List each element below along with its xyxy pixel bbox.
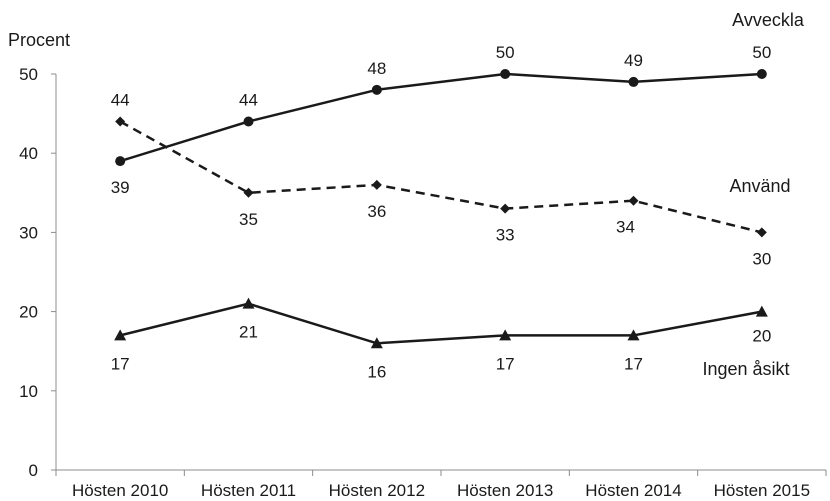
point-marker — [115, 116, 126, 127]
point-marker — [499, 329, 512, 341]
data-label: 49 — [624, 51, 643, 70]
point-marker — [243, 116, 254, 127]
x-tick-label: Hösten 2011 — [201, 481, 296, 500]
point-marker — [371, 179, 382, 190]
axes: Procent 0 10 20 30 40 50 Hösten 2010 Hösten 2011… — [8, 30, 827, 500]
x-tick-label: Hösten 2010 — [72, 481, 168, 500]
data-label: 16 — [367, 362, 386, 381]
data-label: 30 — [752, 249, 771, 268]
data-label: 17 — [496, 354, 515, 373]
y-tick-label: 10 — [19, 382, 38, 401]
data-label: 17 — [111, 354, 130, 373]
point-marker — [371, 84, 382, 95]
point-marker — [756, 227, 767, 238]
point-marker — [500, 69, 511, 79]
x-tick-label: Hösten 2012 — [329, 481, 425, 500]
x-tick-label: Hösten 2013 — [457, 481, 553, 500]
data-label: 33 — [496, 226, 515, 245]
y-tick-label: 0 — [29, 461, 38, 480]
point-marker — [114, 329, 127, 341]
x-tick-label: Hösten 2015 — [714, 481, 810, 500]
point-marker — [115, 156, 126, 167]
point-marker — [370, 337, 383, 349]
point-marker — [243, 187, 254, 198]
y-tick-label: 20 — [19, 303, 38, 322]
point-marker — [627, 329, 640, 341]
data-label: 34 — [616, 218, 635, 237]
series-label-0: Avveckla — [732, 10, 805, 30]
series-label-2: Ingen åsikt — [702, 359, 789, 379]
data-label: 17 — [624, 354, 643, 373]
y-tick-label: 50 — [19, 65, 38, 84]
data-label: 50 — [496, 43, 515, 62]
series-label-1: Använd — [729, 176, 790, 196]
series-line-2 — [119, 302, 763, 345]
point-marker — [756, 69, 767, 79]
point-marker — [755, 305, 768, 317]
data-label: 35 — [239, 210, 258, 229]
point-marker — [628, 195, 639, 206]
y-axis-title: Procent — [8, 30, 70, 50]
data-label: 50 — [752, 43, 771, 62]
x-tick-label: Hösten 2014 — [585, 481, 681, 500]
data-labels: 39 44 48 50 49 50 44 35 36 33 34 30 17 21 16 17 17 20 Avve… — [111, 10, 805, 381]
series-lines — [114, 69, 768, 349]
data-label: 36 — [367, 202, 386, 221]
data-label: 48 — [367, 59, 386, 78]
y-tick-label: 40 — [19, 144, 38, 163]
data-label: 21 — [239, 323, 258, 342]
point-marker — [628, 76, 639, 87]
series-line-1 — [119, 120, 763, 234]
data-label: 44 — [239, 91, 258, 110]
series-line-0 — [119, 72, 762, 163]
data-label: 20 — [752, 327, 771, 346]
data-label: 39 — [111, 178, 130, 197]
data-label: 44 — [111, 91, 130, 110]
point-marker — [242, 297, 255, 309]
y-tick-label: 30 — [19, 223, 38, 242]
point-marker — [500, 203, 511, 214]
